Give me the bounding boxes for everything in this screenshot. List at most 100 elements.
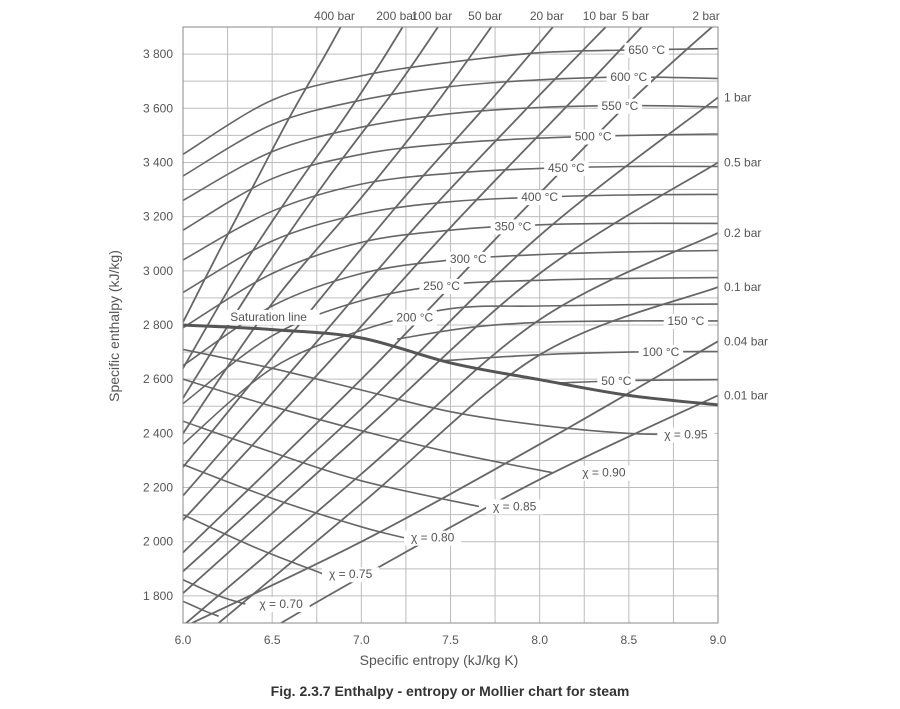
isotherm-label-bg	[597, 373, 636, 389]
isobar-line	[183, 27, 555, 468]
quality-label: χ = 0.75	[329, 567, 373, 581]
isotherm-line	[183, 133, 718, 231]
isotherm-label: 650 °C	[628, 43, 665, 57]
quality-label-bg	[404, 530, 462, 546]
y-tick-label: 2 400	[143, 426, 173, 440]
isotherm-label: 200 °C	[396, 310, 433, 324]
isotherm-label-bg	[638, 344, 684, 360]
isotherm-line	[557, 378, 718, 384]
isobar-line	[183, 27, 342, 323]
plot-frame	[182, 26, 719, 624]
isobar-label: 50 bar	[468, 9, 502, 23]
figure-caption: Fig. 2.3.7 Enthalpy - entropy or Mollier…	[270, 683, 630, 699]
x-tick-label: 6.0	[175, 633, 192, 647]
y-tick-label: 1 800	[143, 589, 173, 603]
quality-label-bg	[252, 597, 310, 613]
isotherm-label-bg	[663, 313, 709, 329]
y-tick-label: 3 200	[143, 210, 173, 224]
saturation-label-bg	[217, 309, 320, 325]
isotherm-label: 500 °C	[575, 129, 612, 143]
isotherm-label-bg	[446, 251, 491, 267]
y-tick-label: 2 600	[143, 372, 173, 386]
isobar-label: 2 bar	[692, 9, 719, 23]
isotherm-label: 50 °C	[601, 374, 631, 388]
x-tick-label: 9.0	[710, 633, 727, 647]
quality-line	[183, 378, 553, 474]
isobar-label: 0.1 bar	[724, 280, 761, 294]
y-tick-label: 3 600	[143, 101, 173, 115]
quality-label: χ = 0.90	[582, 466, 626, 480]
quality-line	[183, 348, 701, 436]
quality-label-bg	[322, 567, 380, 583]
isotherm-label: 150 °C	[667, 314, 704, 328]
isobar-line	[183, 27, 714, 554]
isobar-line	[280, 394, 718, 623]
isotherm-label-bg	[392, 310, 438, 326]
isobar-label: 100 bar	[412, 9, 453, 23]
isobar-label: 5 bar	[622, 9, 649, 23]
isobar-label: 200 bar	[376, 9, 417, 23]
isobar-label: 20 bar	[530, 9, 564, 23]
isotherm-label-bg	[490, 219, 536, 235]
quality-label-bg	[657, 427, 715, 443]
quality-label: χ = 0.95	[664, 427, 708, 441]
y-axis-label: Specific enthalpy (kJ/kg)	[106, 250, 122, 402]
isotherm-label-bg	[597, 98, 643, 114]
isobar-label: 0.01 bar	[724, 388, 768, 402]
isotherm-label: 450 °C	[548, 161, 585, 175]
quality-label: χ = 0.70	[259, 597, 303, 611]
isotherm-label-bg	[606, 70, 652, 86]
quality-label: χ = 0.80	[411, 531, 455, 545]
isotherm-label-bg	[517, 190, 562, 206]
y-tick-label: 3 400	[143, 155, 173, 169]
isotherm-label-bg	[419, 278, 464, 294]
isotherm-line	[183, 165, 718, 261]
isotherm-line	[396, 320, 718, 340]
y-tick-label: 2 800	[143, 318, 173, 332]
saturation-label: Saturation line	[230, 310, 307, 324]
isobar-label: 400 bar	[314, 9, 355, 23]
x-tick-label: 7.0	[353, 633, 370, 647]
isotherm-label-bg	[570, 129, 616, 145]
quality-label-bg	[486, 499, 544, 515]
isotherm-label: 250 °C	[423, 279, 460, 293]
quality-label: χ = 0.85	[493, 500, 537, 514]
y-tick-label: 3 800	[143, 47, 173, 61]
isotherm-line	[183, 222, 718, 329]
isobar-line	[183, 27, 440, 399]
quality-line	[183, 463, 405, 539]
x-axis-label: Specific entropy (kJ/kg K)	[360, 652, 519, 668]
axes: 6.0 6.5 7.0 7.5 8.0 8.5 9.0 1 800 2 000 2 200 2 40…	[143, 26, 727, 647]
isobar-line	[217, 286, 718, 623]
isobar-line	[183, 96, 718, 573]
y-tick-label: 3 000	[143, 264, 173, 278]
isobar-label: 10 bar	[583, 9, 617, 23]
isotherm-label: 400 °C	[521, 190, 558, 204]
isotherm-label: 550 °C	[602, 99, 639, 113]
y-tick-label: 2 200	[143, 481, 173, 495]
isotherm-label: 100 °C	[643, 345, 680, 359]
isotherm-label: 300 °C	[450, 252, 487, 266]
x-tick-label: 6.5	[264, 633, 281, 647]
y-tick-label: 2 000	[143, 535, 173, 549]
isobar-label: 0.04 bar	[724, 334, 768, 348]
isotherm-label-bg	[544, 160, 589, 176]
isobar-line	[183, 27, 643, 521]
isobar-line	[183, 161, 718, 594]
isobar-label: 0.2 bar	[724, 226, 761, 240]
isobar-line	[191, 340, 718, 623]
quality-label-bg	[575, 465, 633, 481]
x-tick-label: 8.0	[531, 633, 548, 647]
isotherm-label: 600 °C	[610, 70, 647, 84]
x-tick-label: 7.5	[442, 633, 459, 647]
saturation-line	[183, 323, 718, 407]
isobar-line	[183, 27, 493, 434]
x-tick-label: 8.5	[620, 633, 637, 647]
isobar-line	[183, 27, 404, 369]
quality-line	[183, 600, 219, 617]
isotherm-line	[183, 193, 718, 294]
isobar-label: 1 bar	[724, 90, 751, 104]
isobar-line	[184, 232, 718, 623]
